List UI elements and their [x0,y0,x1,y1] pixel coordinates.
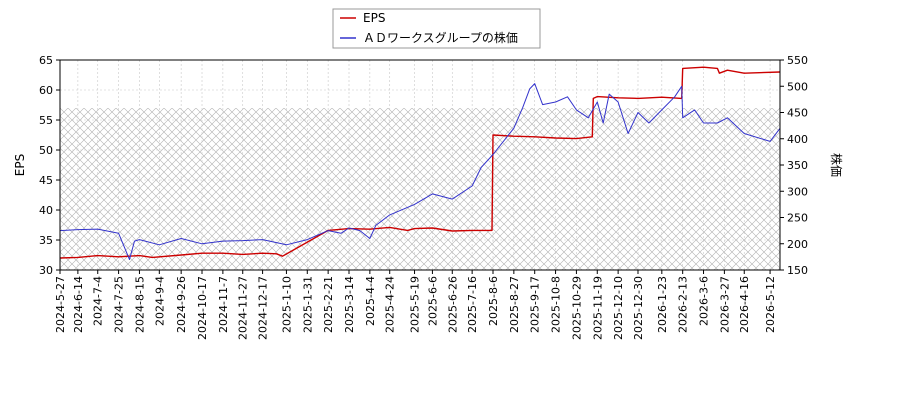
left-tick-label: 50 [39,144,53,157]
x-tick-label: 2025-6-26 [446,276,459,333]
x-tick-label: 2025-9-17 [529,276,542,333]
left-axis: 30 35 40 45 50 55 60 65 [39,54,60,277]
x-tick-label: 2025-1-10 [280,276,293,333]
x-tick-label: 2024-12-17 [257,276,270,340]
x-tick-label: 2025-4-4 [364,276,377,326]
legend: EPS ＡＤワークスグループの株価 [332,8,541,49]
x-tick-label: 2025-12-10 [612,276,625,340]
x-tick-label: 2024-11-27 [237,276,250,340]
left-tick-label: 45 [39,174,53,187]
x-axis: 2024-5-27 2024-6-14 2024-7-4 2024-7-25 2024-… [54,270,777,340]
x-tick-label: 2025-8-27 [508,276,521,333]
x-tick-label: 2026-1-23 [656,276,669,333]
x-tick-label: 2025-11-19 [591,276,604,340]
x-tick-label: 2026-3-27 [718,276,731,333]
left-tick-label: 55 [39,114,53,127]
right-tick-label: 500 [787,80,808,93]
x-tick-label: 2026-4-16 [738,276,751,333]
x-tick-label: 2025-10-8 [550,276,563,333]
right-axis: 150 200 250 300 350 400 450 500 550 [780,54,808,277]
x-tick-label: 2025-7-16 [466,276,479,333]
right-tick-label: 450 [787,107,808,120]
right-tick-label: 250 [787,212,808,225]
legend-label-eps: EPS [363,11,385,25]
right-axis-title: 株価 [829,153,844,177]
x-tick-label: 2026-2-13 [677,276,690,333]
x-tick-label: 2025-1-31 [301,276,314,333]
x-tick-label: 2025-2-21 [322,276,335,333]
x-tick-label: 2024-6-14 [72,276,85,333]
x-tick-label: 2024-11-7 [217,276,230,333]
legend-label-stock: ＡＤワークスグループの株価 [363,30,518,45]
left-tick-label: 60 [39,84,53,97]
left-tick-label: 65 [39,54,53,67]
x-tick-label: 2024-7-4 [92,276,105,326]
left-tick-label: 35 [39,234,53,247]
legend-box [332,8,541,49]
x-tick-label: 2024-8-15 [133,276,146,333]
x-tick-label: 2026-5-12 [764,276,777,333]
x-tick-label: 2024-5-27 [54,276,67,333]
x-tick-label: 2026-3-6 [698,276,711,326]
left-axis-title: EPS [13,154,27,176]
x-tick-label: 2024-7-25 [113,276,126,333]
x-tick-label: 2025-10-29 [570,276,583,340]
left-tick-label: 30 [39,264,53,277]
right-tick-label: 150 [787,264,808,277]
x-tick-label: 2024-10-17 [196,276,209,340]
left-tick-label: 40 [39,204,53,217]
right-tick-label: 550 [787,54,808,67]
right-tick-label: 300 [787,185,808,198]
x-tick-label: 2024-9-26 [175,276,188,333]
right-tick-label: 200 [787,238,808,251]
right-tick-label: 400 [787,133,808,146]
hatched-region [60,108,780,270]
x-tick-label: 2025-6-6 [426,276,439,326]
x-tick-label: 2025-3-14 [343,276,356,333]
series-lines [60,66,780,260]
x-tick-label: 2025-8-6 [487,276,500,326]
x-tick-label: 2025-12-30 [632,276,645,340]
x-tick-label: 2024-9-4 [153,276,166,326]
x-tick-label: 2025-4-24 [384,276,397,333]
series-line-stock-price [60,83,780,260]
x-tick-label: 2025-5-19 [409,276,422,333]
right-tick-label: 350 [787,159,808,172]
